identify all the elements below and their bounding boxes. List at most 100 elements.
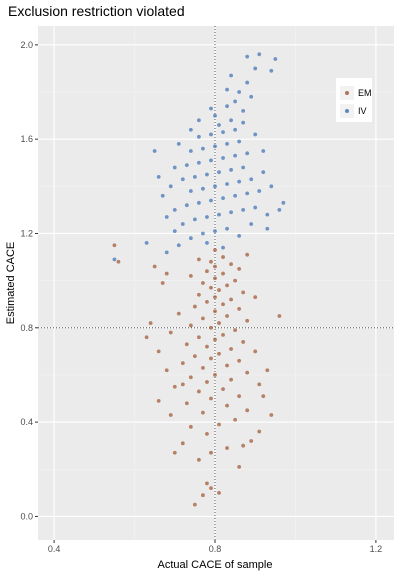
point-em (152, 264, 157, 269)
point-em (217, 490, 221, 495)
y-tick-label: 2.0 (20, 40, 33, 50)
point-em (148, 321, 153, 325)
point-iv (188, 149, 193, 153)
point-em (241, 340, 246, 344)
point-iv (144, 241, 149, 245)
point-iv (201, 231, 205, 236)
point-iv (221, 196, 225, 201)
point-iv (269, 68, 274, 73)
point-em (237, 358, 242, 363)
point-iv (221, 130, 225, 135)
legend-label-em: EM (358, 88, 372, 98)
point-iv (225, 104, 229, 109)
point-iv (253, 132, 258, 137)
point-em (209, 356, 213, 361)
point-iv (205, 172, 209, 177)
point-em (225, 283, 229, 288)
point-em (192, 354, 197, 358)
x-axis-title: Actual CACE of sample (158, 559, 273, 571)
point-em (229, 347, 233, 351)
point-iv (225, 141, 229, 146)
y-tick-label: 0.8 (20, 323, 33, 333)
legend-key-iv (345, 109, 349, 113)
point-iv (160, 193, 165, 198)
point-iv (168, 184, 173, 189)
point-iv (188, 236, 193, 241)
point-iv (229, 167, 233, 172)
point-iv (245, 54, 250, 59)
point-em (277, 314, 282, 318)
point-iv (229, 210, 233, 215)
point-em (217, 422, 221, 427)
point-iv (265, 226, 270, 231)
point-iv (180, 222, 185, 226)
point-em (116, 259, 121, 264)
point-iv (237, 139, 242, 144)
point-em (209, 285, 213, 290)
point-em (201, 281, 205, 285)
point-iv (205, 241, 209, 245)
point-em (180, 361, 185, 366)
point-em (233, 417, 238, 422)
point-em (164, 368, 169, 373)
point-iv (172, 208, 177, 212)
point-iv (225, 226, 229, 231)
point-iv (253, 205, 258, 210)
point-iv (188, 189, 193, 193)
x-tick-label: 1.2 (370, 544, 383, 554)
point-em (229, 297, 233, 302)
point-iv (172, 229, 177, 234)
axes: 0.4 0.8 1.2 0.0 0.4 0.8 1.2 1.6 2.0 (20, 40, 382, 554)
point-em (144, 335, 149, 340)
point-em (172, 384, 177, 389)
point-em (233, 278, 238, 283)
point-iv (197, 160, 201, 165)
point-em (221, 387, 225, 392)
point-iv (281, 200, 286, 205)
point-em (245, 370, 250, 375)
point-iv (209, 106, 213, 111)
point-em (197, 457, 201, 462)
point-em (160, 281, 165, 285)
y-tick-label: 0.0 (20, 511, 33, 521)
point-em (217, 321, 221, 325)
point-iv (245, 151, 250, 156)
point-iv (249, 94, 254, 99)
point-em (205, 431, 209, 436)
point-iv (217, 170, 221, 175)
point-em (209, 396, 213, 401)
point-iv (213, 113, 217, 118)
point-iv (261, 149, 266, 153)
point-em (188, 274, 193, 278)
point-em (241, 443, 246, 448)
legend-key-em (345, 91, 349, 95)
grid-layer (38, 26, 394, 540)
point-em (221, 255, 225, 259)
point-em (265, 368, 270, 373)
point-em (205, 269, 209, 274)
point-iv (197, 200, 201, 205)
x-tick-label: 0.8 (209, 544, 222, 554)
reference-lines (38, 26, 394, 540)
point-iv (209, 198, 213, 203)
legend-label-iv: IV (358, 106, 367, 116)
point-iv (265, 212, 270, 217)
point-em (188, 375, 193, 380)
point-em (269, 413, 274, 417)
point-em (213, 248, 217, 252)
series-iv (112, 52, 286, 262)
series-em (112, 243, 282, 507)
point-iv (164, 250, 169, 255)
point-iv (184, 203, 189, 208)
point-iv (257, 52, 262, 57)
point-iv (217, 123, 221, 127)
point-iv (209, 158, 213, 163)
point-em (112, 243, 117, 248)
point-iv (249, 177, 254, 182)
point-iv (213, 229, 217, 234)
point-em (213, 276, 217, 281)
point-iv (233, 99, 238, 104)
point-em (249, 439, 254, 443)
point-iv (261, 170, 266, 175)
point-em (205, 481, 209, 486)
